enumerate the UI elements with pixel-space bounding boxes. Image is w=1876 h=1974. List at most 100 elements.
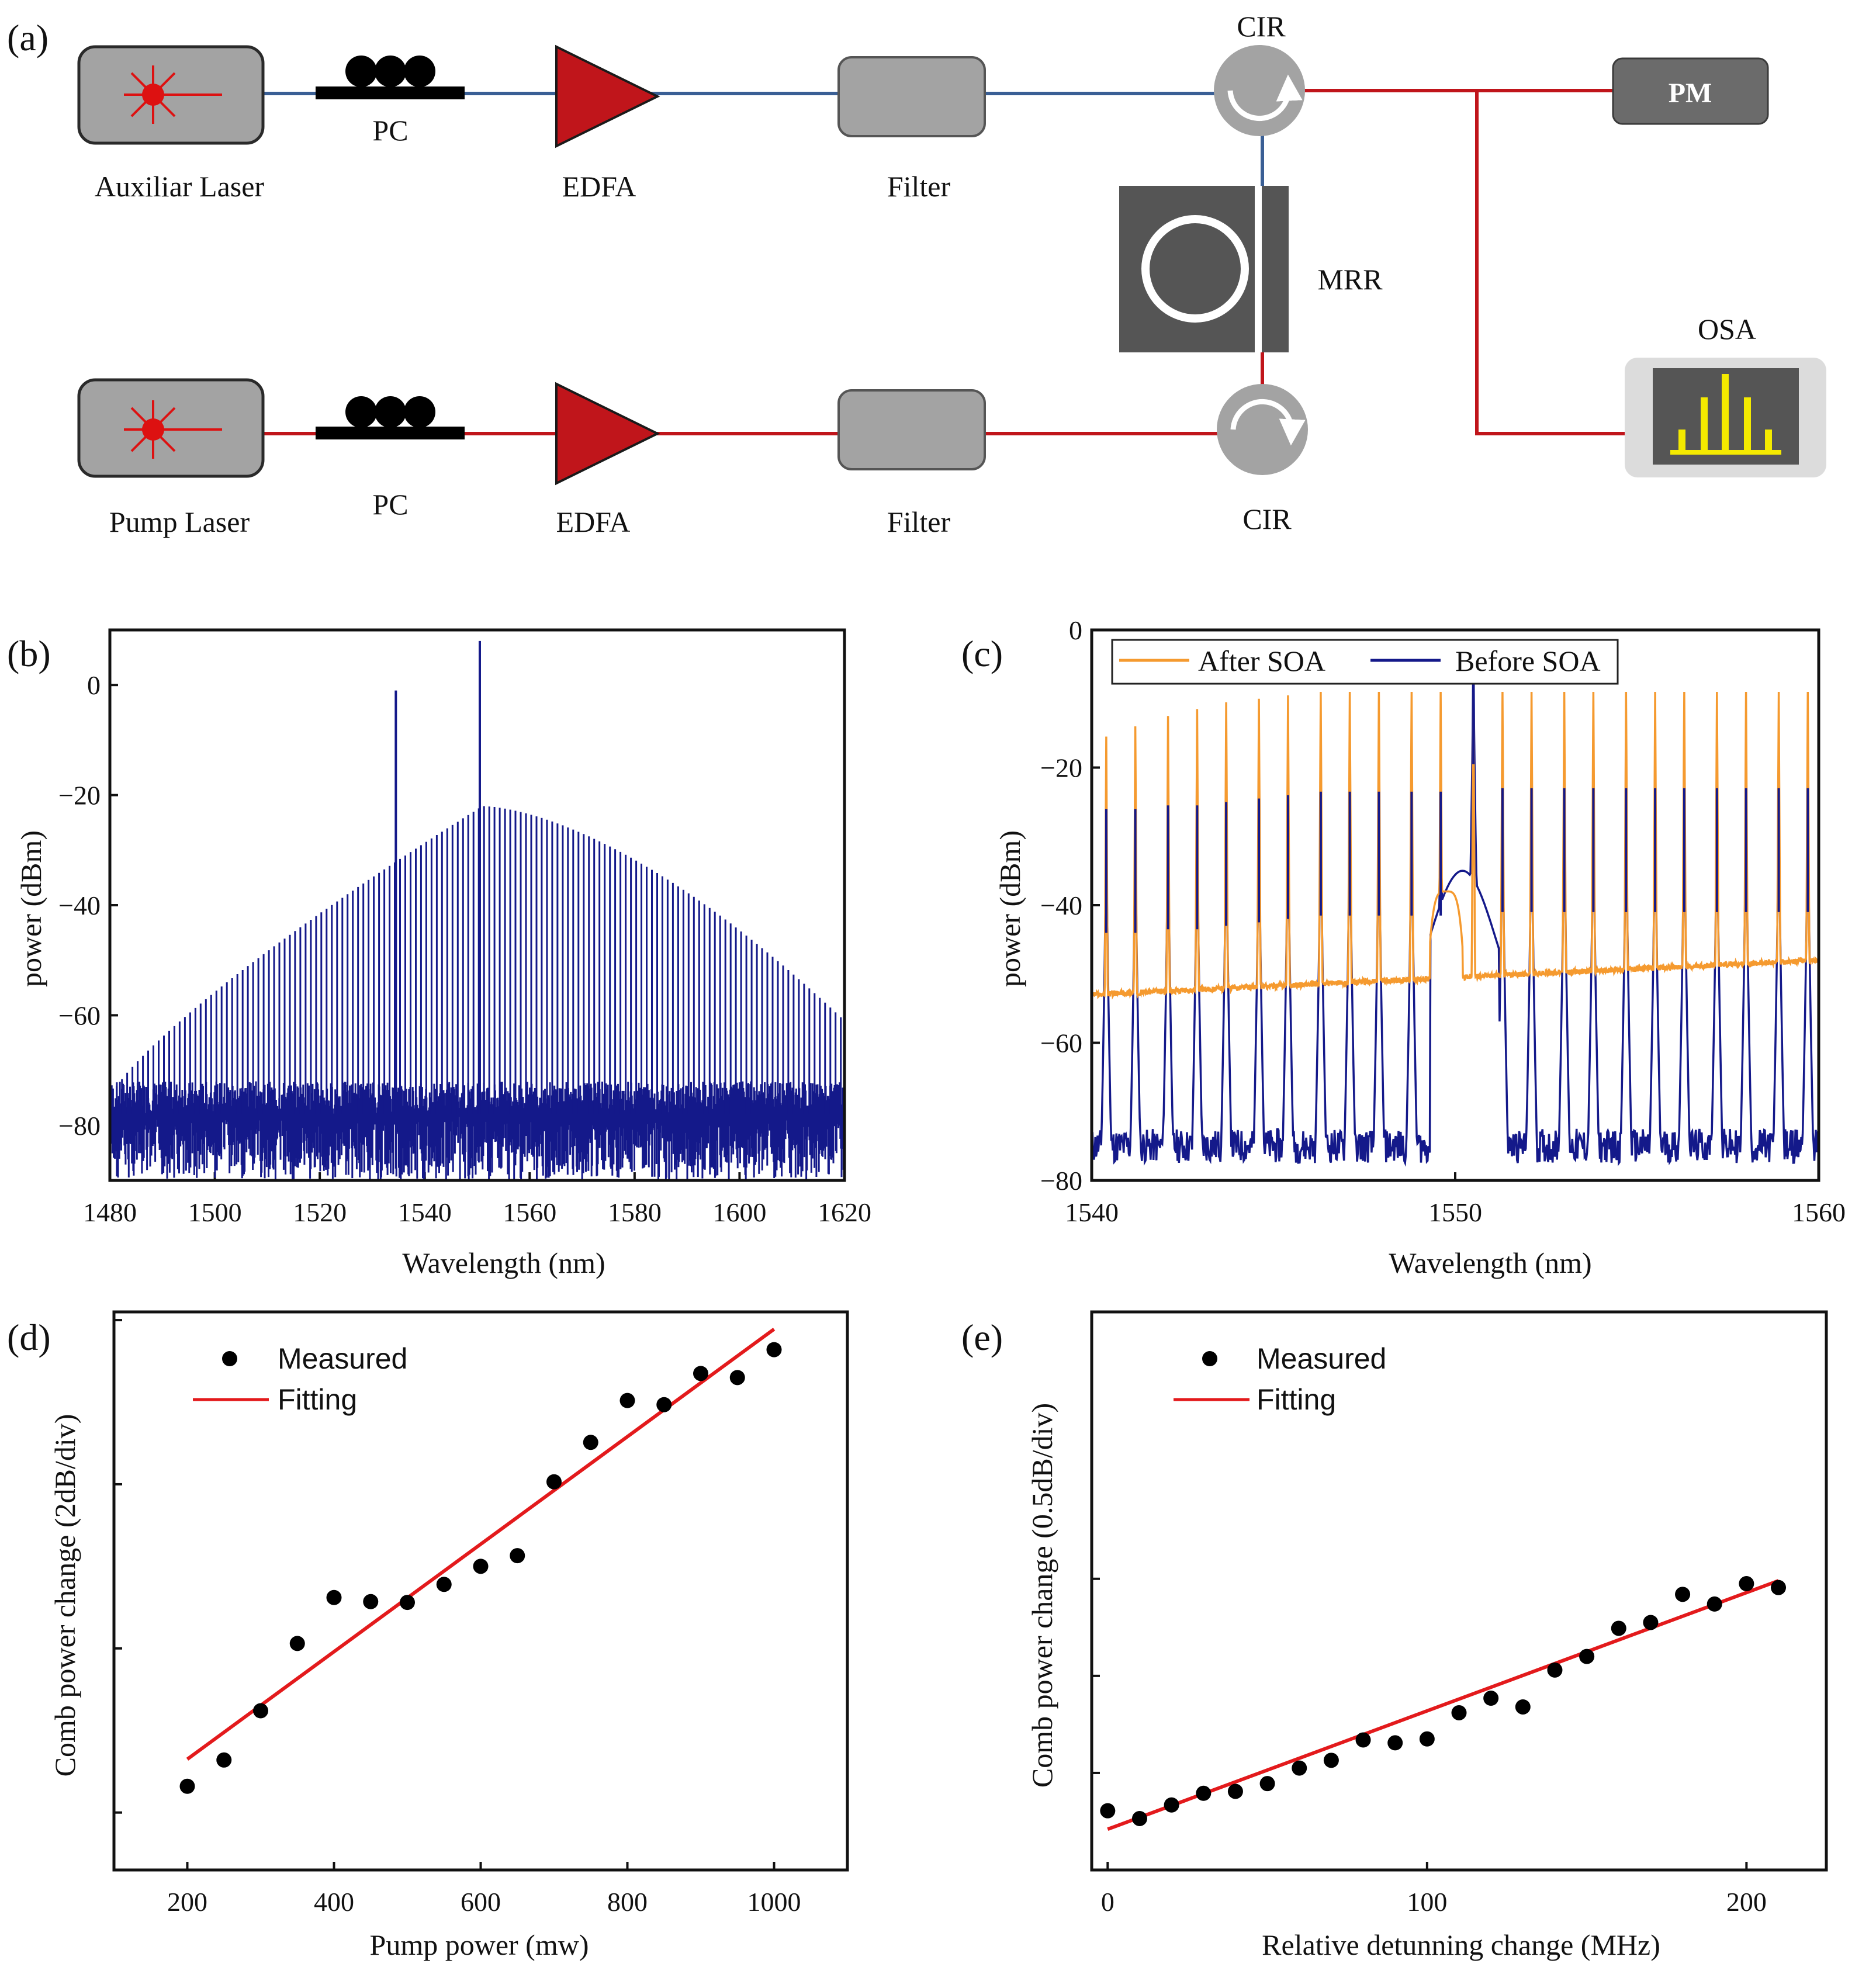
before-soa-peaks — [1105, 640, 1809, 933]
x-tick-label: 600 — [461, 1887, 501, 1917]
red-path-to-osa — [1475, 91, 1625, 435]
panel-b: (b) Wavelength (nm) power (dBm) 1480 1500… — [7, 628, 871, 1279]
chart-b-ylabel: power (dBm) — [15, 830, 47, 987]
edfa-top: EDFA — [555, 44, 660, 203]
panel-label-c: (c) — [961, 633, 1003, 674]
x-tick-label: 200 — [167, 1887, 207, 1917]
x-tick-label: 400 — [314, 1887, 354, 1917]
panel-a: (a) Auxiliar Laser — [7, 10, 1826, 538]
fitting-line — [186, 1328, 776, 1761]
measured-point — [1611, 1620, 1626, 1636]
chart-d-xlabel: Pump power (mw) — [370, 1928, 589, 1961]
measured-point — [583, 1435, 598, 1450]
comb-lines-series — [110, 806, 842, 1114]
x-tick-label: 1480 — [83, 1197, 137, 1227]
measured-point — [619, 1393, 635, 1408]
measured-point — [1227, 1783, 1243, 1799]
measured-point — [253, 1703, 268, 1719]
panel-e: (e) Relative detunning change (MHz) Comb… — [961, 1310, 1828, 1961]
measured-point — [1579, 1649, 1595, 1664]
chart-c-xlabel: Wavelength (nm) — [1389, 1246, 1591, 1279]
circulator-top: CIR — [1214, 10, 1305, 136]
legend-before-soa: Before SOA — [1455, 645, 1601, 677]
cir-bottom-label: CIR — [1242, 503, 1292, 535]
panel-c: (c) Wavelength (nm) power (dBm) 1540 1550… — [961, 615, 1846, 1279]
mrr-label: MRR — [1317, 263, 1383, 296]
chart-c-frame — [1090, 628, 1820, 1182]
chart-c-plot: 1540 1550 1560 0 −20 −40 −60 −80 — [1040, 615, 1846, 1227]
measured-point — [1387, 1735, 1403, 1751]
measured-point — [1292, 1760, 1307, 1776]
filter-top: Filter — [837, 56, 986, 203]
x-tick-label: 1560 — [1792, 1197, 1846, 1227]
x-tick-label: 1550 — [1428, 1197, 1482, 1227]
panel-label-d: (d) — [7, 1317, 51, 1358]
power-meter: PM — [1612, 57, 1769, 125]
measured-point — [1355, 1732, 1371, 1748]
circulator-arrow-icon — [1230, 399, 1306, 446]
y-tick-label: −60 — [1040, 1028, 1082, 1058]
osa-spectrum-icon — [1670, 374, 1781, 455]
legend-fitting-d: Fitting — [278, 1383, 357, 1416]
aux-laser-label: Auxiliar Laser — [95, 170, 265, 203]
x-tick-label: 800 — [607, 1887, 648, 1917]
pc-bottom: PC — [316, 396, 465, 521]
measured-point — [289, 1636, 305, 1651]
y-tick-label: −60 — [58, 1000, 101, 1030]
osa-label: OSA — [1698, 313, 1756, 345]
y-tick-label: −20 — [1040, 753, 1082, 783]
legend-after-soa: After SOA — [1198, 645, 1325, 677]
filter-top-label: Filter — [887, 170, 951, 203]
measured-point — [473, 1559, 489, 1574]
measured-point — [1771, 1580, 1787, 1595]
measured-point — [1131, 1810, 1147, 1826]
x-tick-label: 1500 — [188, 1197, 242, 1227]
measured-point — [1739, 1576, 1754, 1592]
chart-c-ylabel: power (dBm) — [994, 830, 1026, 987]
y-tick-label: 0 — [87, 670, 101, 700]
edfa-bottom-label: EDFA — [556, 505, 631, 538]
legend-measured-d: Measured — [278, 1342, 407, 1375]
pc-top-label: PC — [372, 114, 408, 147]
chart-e-xlabel: Relative detunning change (MHz) — [1262, 1928, 1660, 1961]
before-soa-series — [1092, 640, 1819, 1167]
y-tick-label: 0 — [1069, 615, 1082, 645]
chart-b-xlabel: Wavelength (nm) — [402, 1246, 605, 1279]
x-tick-label: 1620 — [818, 1197, 871, 1227]
edfa-bottom: EDFA — [555, 382, 660, 538]
osa: OSA — [1625, 313, 1826, 477]
pump-laser: Pump Laser — [77, 378, 265, 538]
x-tick-label: 1540 — [1065, 1197, 1119, 1227]
measured-point — [363, 1594, 379, 1609]
x-tick-label: 0 — [1101, 1887, 1114, 1917]
filter-bottom-label: Filter — [887, 505, 951, 538]
ring-resonator-icon — [1141, 215, 1249, 323]
y-tick-label: −40 — [58, 891, 101, 920]
fitting-line — [1107, 1579, 1780, 1831]
measured-point — [1483, 1691, 1499, 1706]
x-tick-label: 1540 — [398, 1197, 452, 1227]
edfa-top-label: EDFA — [562, 170, 636, 203]
measured-point — [1515, 1699, 1531, 1715]
pm-label: PM — [1669, 78, 1712, 109]
measured-point — [1643, 1615, 1659, 1630]
x-tick-label: 1000 — [747, 1887, 801, 1917]
chart-e-legend: Measured Fitting — [1174, 1342, 1386, 1416]
measured-point — [693, 1366, 708, 1381]
pc-bottom-label: PC — [372, 488, 408, 521]
measured-point — [179, 1778, 195, 1794]
panel-label-b: (b) — [7, 633, 51, 674]
measured-point — [766, 1342, 782, 1357]
measured-point — [1707, 1596, 1722, 1612]
noise-floor-series — [110, 1081, 844, 1180]
chart-c-legend: After SOA Before SOA — [1111, 639, 1619, 685]
y-tick-label: −80 — [1040, 1166, 1082, 1196]
x-tick-label: 1560 — [503, 1197, 556, 1227]
measured-point — [656, 1397, 672, 1412]
x-tick-label: 1600 — [712, 1197, 766, 1227]
measured-point — [1547, 1662, 1563, 1678]
cir-top-label: CIR — [1237, 10, 1286, 43]
chart-d-plot: 200 400 600 800 1000 — [112, 1310, 849, 1917]
measured-point — [216, 1752, 232, 1768]
after-soa-series — [1092, 691, 1819, 1000]
